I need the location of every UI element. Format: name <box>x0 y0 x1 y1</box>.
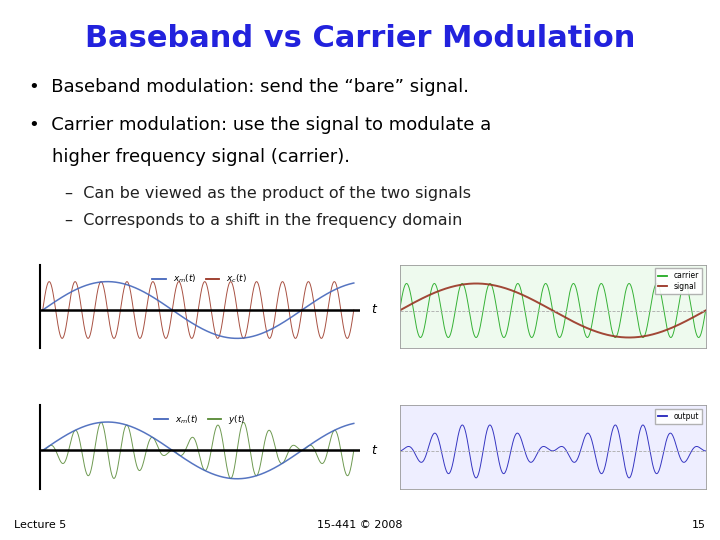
Legend: carrier, signal: carrier, signal <box>655 268 702 294</box>
Text: –  Can be viewed as the product of the two signals: – Can be viewed as the product of the tw… <box>65 186 471 201</box>
Text: t: t <box>371 444 376 457</box>
Text: Baseband vs Carrier Modulation: Baseband vs Carrier Modulation <box>85 24 635 53</box>
Legend: $x_m(t)$, $x_c(t)$: $x_m(t)$, $x_c(t)$ <box>148 269 251 289</box>
Text: higher frequency signal (carrier).: higher frequency signal (carrier). <box>29 148 350 166</box>
Legend: $x_m(t)$, $y(t)$: $x_m(t)$, $y(t)$ <box>150 409 249 430</box>
Text: t: t <box>371 303 376 316</box>
Text: •  Carrier modulation: use the signal to modulate a: • Carrier modulation: use the signal to … <box>29 116 491 134</box>
Text: Lecture 5: Lecture 5 <box>14 520 67 530</box>
Text: 15: 15 <box>692 520 706 530</box>
Text: •  Baseband modulation: send the “bare” signal.: • Baseband modulation: send the “bare” s… <box>29 78 469 96</box>
Text: –  Corresponds to a shift in the frequency domain: – Corresponds to a shift in the frequenc… <box>65 213 462 228</box>
Text: 15-441 © 2008: 15-441 © 2008 <box>318 520 402 530</box>
Legend: output: output <box>655 409 702 424</box>
